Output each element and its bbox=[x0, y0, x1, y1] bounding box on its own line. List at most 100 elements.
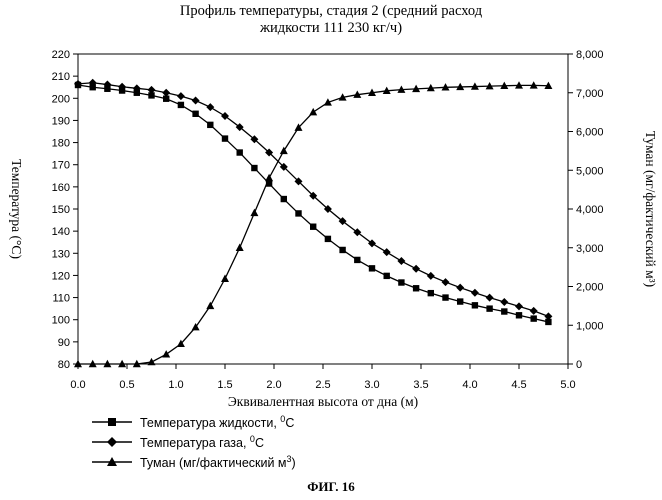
series-mist-point bbox=[147, 357, 156, 366]
series-mist-point bbox=[323, 98, 332, 106]
series-gas-temperature-point bbox=[544, 312, 553, 321]
y-right-tick-label: 7,000 bbox=[576, 88, 604, 100]
series-liquid-temperature-point bbox=[148, 92, 155, 99]
y-left-tick-label: 200 bbox=[52, 93, 70, 105]
series-gas-temperature-point bbox=[221, 112, 229, 120]
series-liquid-temperature-point bbox=[295, 210, 302, 217]
x-tick-label: 0.5 bbox=[119, 379, 134, 391]
chart-title-line1: Профиль температуры, стадия 2 (средний р… bbox=[179, 3, 483, 19]
legend-sup-liquid: 0 bbox=[280, 413, 286, 424]
y-right-tick-label: 4,000 bbox=[576, 204, 604, 216]
series-liquid-temperature-point bbox=[324, 235, 332, 243]
y-right-tick-label: 6,000 bbox=[576, 127, 604, 139]
series-gas-temperature-point bbox=[250, 135, 259, 144]
series-gas-temperature-point bbox=[74, 79, 82, 88]
legend-diamond-marker-icon bbox=[92, 436, 132, 448]
series-mist-point bbox=[191, 322, 200, 331]
legend-label-liquid-temperature: Температура жидкости, bbox=[140, 415, 277, 430]
series-mist-point bbox=[132, 359, 141, 368]
series-mist-point bbox=[294, 123, 303, 131]
series-gas-temperature-point bbox=[132, 84, 141, 93]
x-tick-label: 2.5 bbox=[315, 379, 330, 391]
legend-square-marker-icon bbox=[92, 417, 132, 428]
series-mist-point bbox=[515, 81, 523, 89]
series-mist-point bbox=[470, 82, 479, 90]
legend-label-mist: Туман (мг/фактический м bbox=[140, 455, 287, 470]
series-mist-point bbox=[485, 81, 494, 90]
y-left-tick-label: 220 bbox=[52, 49, 70, 61]
legend-label-gas-temperature: Температура газа, bbox=[140, 435, 247, 450]
series-gas-temperature-point bbox=[485, 293, 494, 302]
y-left-tick-label: 180 bbox=[52, 138, 70, 150]
series-mist-point bbox=[382, 86, 391, 95]
series-liquid-temperature-point bbox=[530, 315, 537, 322]
series-liquid-temperature-point bbox=[471, 302, 479, 309]
series-liquid-temperature-point bbox=[427, 289, 434, 297]
series-liquid-temperature-point bbox=[368, 265, 376, 272]
series-gas-temperature-point bbox=[118, 82, 127, 91]
series-mist-point bbox=[544, 81, 553, 89]
plot-frame bbox=[77, 53, 569, 365]
series-mist-point bbox=[250, 208, 259, 217]
y-left-tick-label: 110 bbox=[52, 293, 70, 305]
y-right-tick-label: 5,000 bbox=[576, 165, 604, 177]
x-tick-label: 1.0 bbox=[168, 379, 183, 391]
series-gas-temperature-point bbox=[470, 288, 479, 297]
series-gas-temperature-point bbox=[515, 302, 523, 311]
series-gas-temperature-point bbox=[397, 257, 406, 266]
series-gas-temperature-point bbox=[426, 271, 435, 280]
x-tick-label: 5.0 bbox=[560, 379, 575, 391]
y-left-tick-label: 140 bbox=[52, 226, 70, 238]
x-tick-label: 2.0 bbox=[266, 379, 281, 391]
y-right-tick-label: 8,000 bbox=[576, 49, 604, 61]
y-left-tick-label: 190 bbox=[52, 115, 70, 127]
legend-item-gas-temperature: Температура газа, 0C bbox=[92, 434, 264, 451]
legend-sup-mist: 3 bbox=[286, 453, 292, 464]
y-left-tick-label: 150 bbox=[52, 204, 70, 216]
series-liquid-temperature-point bbox=[177, 101, 185, 109]
series-liquid-temperature-point bbox=[383, 272, 390, 280]
y-left-tick-label: 160 bbox=[52, 182, 70, 194]
series-gas-temperature-point bbox=[382, 248, 391, 257]
series-liquid-temperature-line bbox=[77, 84, 549, 323]
series-gas-temperature-point bbox=[162, 88, 171, 97]
series-liquid-temperature-point bbox=[163, 95, 170, 102]
x-tick-label: 3.0 bbox=[364, 379, 379, 391]
series-mist-point bbox=[74, 359, 82, 368]
series-liquid-temperature-point bbox=[354, 256, 361, 264]
series-liquid-temperature-point bbox=[501, 308, 508, 315]
series-gas-temperature-point bbox=[191, 96, 200, 105]
figure-label: ФИГ. 16 bbox=[307, 479, 355, 494]
series-liquid-temperature-point bbox=[515, 312, 523, 319]
y-right-tick-label: 2,000 bbox=[576, 282, 604, 294]
series-gas-temperature-point bbox=[103, 80, 112, 89]
series-mist-point bbox=[103, 359, 112, 368]
legend-unit-mist: ) bbox=[291, 455, 296, 470]
y-left-axis-title: Температура (°C) bbox=[9, 159, 24, 259]
series-mist-point bbox=[265, 173, 274, 182]
y-left-tick-label: 90 bbox=[58, 337, 70, 349]
legend-unit-liquid: C bbox=[285, 415, 295, 430]
series-mist-point bbox=[118, 359, 127, 368]
chart-svg: 0.0 0.5 1.0 1.5 2.0 2.5 3.0 3.5 4.0 4.5 5.0 80 90 100… bbox=[9, 49, 658, 409]
series-gas-temperature-point bbox=[500, 298, 509, 306]
legend-triangle-marker-icon bbox=[92, 456, 132, 468]
series-gas-temperature-point bbox=[338, 217, 347, 226]
series-gas-temperature-point bbox=[309, 191, 318, 200]
series-mist-point bbox=[88, 359, 97, 368]
x-tick-label: 3.5 bbox=[413, 379, 428, 391]
y-left-tick-label: 120 bbox=[52, 270, 70, 282]
series-gas-temperature-point bbox=[235, 123, 244, 132]
y-right-tick-label: 1,000 bbox=[576, 320, 604, 332]
series-liquid-temperature-point bbox=[412, 285, 420, 292]
series-mist-point bbox=[456, 82, 465, 91]
series-mist-point bbox=[441, 83, 450, 91]
series-liquid-temperature-point bbox=[133, 89, 140, 96]
series-mist-point bbox=[529, 81, 538, 89]
series-gas-temperature-point bbox=[323, 205, 332, 213]
y-left-tick-label: 130 bbox=[52, 248, 70, 260]
series-gas-temperature-point bbox=[353, 228, 362, 237]
series-liquid-temperature-point bbox=[265, 180, 273, 187]
series-mist-point bbox=[500, 81, 509, 89]
series-mist-point bbox=[338, 93, 347, 101]
